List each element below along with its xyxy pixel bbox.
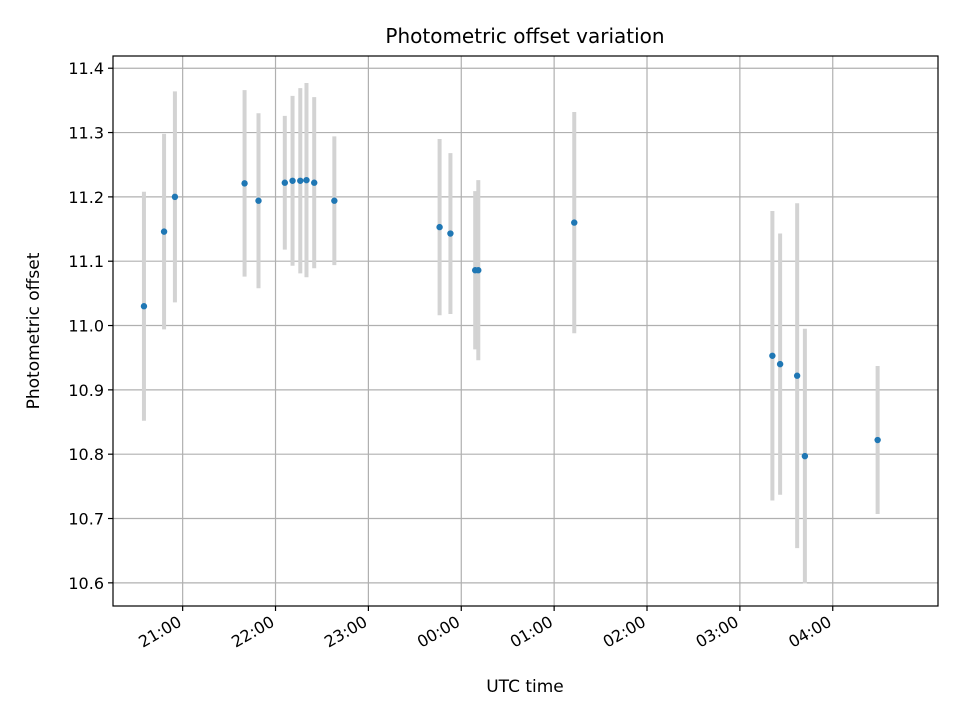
data-point xyxy=(160,228,168,235)
y-tick-label: 11.4 xyxy=(68,59,104,78)
data-point xyxy=(311,179,318,186)
y-tick-label: 10.7 xyxy=(68,510,104,529)
data-point xyxy=(436,223,443,231)
data-point xyxy=(571,219,578,226)
plot-frame xyxy=(112,55,939,607)
data-point xyxy=(776,360,784,368)
grid-layer xyxy=(113,56,938,606)
y-tick-label: 11.0 xyxy=(68,317,104,336)
data-point xyxy=(475,267,482,274)
data-point xyxy=(874,436,881,444)
data-point xyxy=(331,197,338,204)
y-tick-label: 11.2 xyxy=(68,188,104,207)
y-tick-label: 10.8 xyxy=(68,445,104,464)
data-point xyxy=(303,176,310,184)
data-point xyxy=(140,303,148,310)
chart-title: Photometric offset variation xyxy=(385,24,664,48)
data-point xyxy=(801,452,809,460)
y-axis-label: Photometric offset xyxy=(24,252,44,409)
data-point xyxy=(769,352,776,359)
data-point xyxy=(241,180,248,187)
data-point xyxy=(171,193,179,201)
data-point xyxy=(281,179,289,186)
data-point xyxy=(447,230,454,237)
data-point xyxy=(289,177,296,184)
y-tick-label: 10.9 xyxy=(68,381,104,400)
y-tick-label: 10.6 xyxy=(68,574,104,593)
marker-layer xyxy=(140,176,881,460)
data-point xyxy=(255,197,262,204)
y-tick-label: 11.3 xyxy=(68,124,104,143)
y-tick-label: 11.1 xyxy=(68,252,104,271)
data-point xyxy=(297,177,304,184)
data-point xyxy=(793,372,801,379)
x-axis-label: UTC time xyxy=(486,677,564,697)
